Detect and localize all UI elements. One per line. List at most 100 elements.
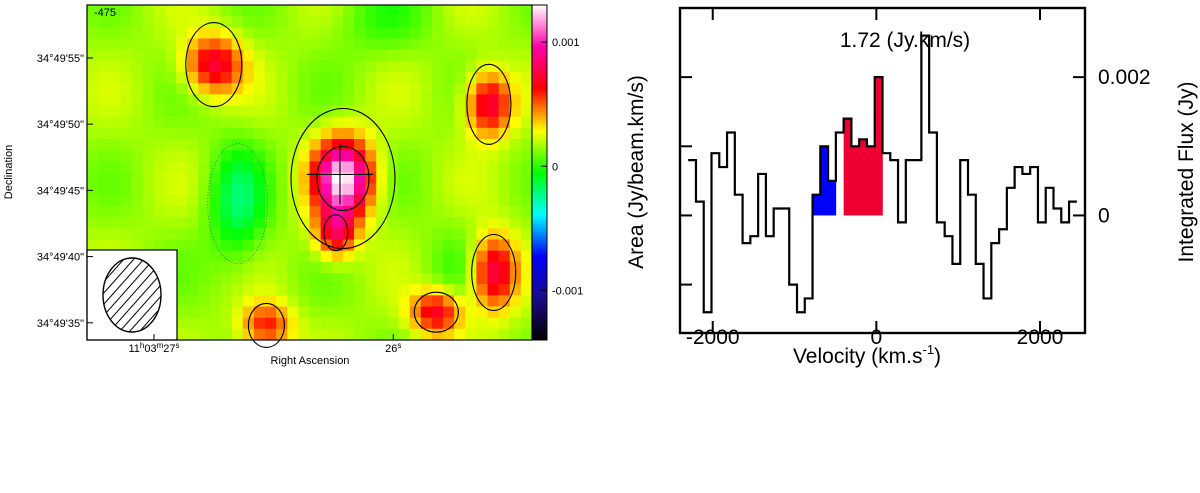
map-pixel bbox=[253, 194, 266, 207]
map-pixel bbox=[320, 284, 333, 296]
map-pixel bbox=[209, 139, 222, 151]
map-pixel bbox=[409, 72, 422, 84]
map-pixel bbox=[443, 239, 455, 252]
map-pixel bbox=[409, 273, 422, 285]
map-pixel bbox=[142, 172, 155, 185]
spectrum-fill-bar bbox=[866, 146, 876, 216]
map-pixel bbox=[409, 206, 422, 218]
map-pixel bbox=[109, 94, 121, 106]
map-pixel bbox=[253, 284, 266, 296]
map-pixel bbox=[387, 94, 400, 106]
map-pixel bbox=[509, 116, 522, 129]
map-pixel bbox=[287, 16, 299, 28]
map-pixel bbox=[498, 38, 511, 51]
map-pixel bbox=[320, 328, 333, 341]
contour-line bbox=[290, 107, 396, 250]
map-pixel bbox=[253, 161, 266, 173]
map-pixel bbox=[320, 317, 333, 330]
map-pixel bbox=[498, 5, 511, 17]
map-pixel bbox=[342, 139, 355, 151]
map-pixel bbox=[131, 16, 144, 28]
map-pixel bbox=[109, 217, 121, 229]
map-pixel bbox=[443, 228, 455, 240]
map-pixel bbox=[253, 172, 266, 185]
map-pixel bbox=[198, 295, 210, 307]
map-pixel bbox=[331, 273, 344, 285]
map-pixel bbox=[454, 38, 466, 51]
map-pixel bbox=[520, 273, 533, 285]
map-pixel bbox=[398, 116, 411, 129]
map-pixel bbox=[409, 105, 422, 118]
map-pixel bbox=[220, 284, 233, 296]
map-pixel bbox=[509, 94, 522, 106]
map-pixel bbox=[276, 105, 288, 118]
map-pixel bbox=[153, 94, 166, 106]
map-pixel bbox=[365, 83, 377, 95]
map-pixel bbox=[176, 38, 188, 51]
map-pixel bbox=[309, 239, 322, 252]
map-pixel bbox=[109, 194, 121, 207]
map-pixel bbox=[509, 72, 522, 84]
map-pixel bbox=[387, 273, 400, 285]
map-pixel bbox=[164, 172, 177, 185]
map-pixel bbox=[87, 172, 99, 185]
map-pixel bbox=[398, 105, 411, 118]
map-pixel bbox=[398, 250, 411, 263]
map-pixel bbox=[298, 194, 311, 207]
map-pixel bbox=[253, 317, 266, 330]
map-pixel bbox=[187, 172, 199, 185]
map-pixel bbox=[220, 49, 233, 62]
map-pixel bbox=[176, 328, 188, 341]
map-pixel bbox=[431, 139, 444, 151]
map-pixel bbox=[176, 150, 188, 162]
map-pixel bbox=[309, 27, 322, 39]
map-pixel bbox=[242, 139, 255, 151]
map-pixel bbox=[487, 16, 500, 28]
map-pixel bbox=[376, 94, 388, 106]
spectrum-step-line bbox=[688, 34, 1077, 314]
map-pixel bbox=[164, 228, 177, 240]
map-pixel bbox=[142, 38, 155, 51]
map-pixel bbox=[465, 239, 477, 252]
map-pixel bbox=[365, 5, 377, 17]
map-pixel bbox=[287, 284, 299, 296]
map-pixel bbox=[320, 127, 333, 140]
map-pixel bbox=[187, 27, 199, 39]
map-pixel bbox=[509, 5, 522, 17]
map-pixel bbox=[142, 60, 155, 73]
map-pixel bbox=[120, 150, 133, 162]
map-pixel bbox=[365, 16, 377, 28]
map-pixel bbox=[476, 105, 489, 118]
map-pixel bbox=[309, 161, 322, 173]
map-pixel bbox=[365, 317, 377, 330]
map-pixel bbox=[498, 60, 511, 73]
map-pixel bbox=[242, 150, 255, 162]
map-pixel bbox=[298, 295, 311, 307]
map-pixel bbox=[120, 49, 133, 62]
map-pixel bbox=[120, 5, 133, 17]
map-pixel bbox=[242, 328, 255, 341]
map-pixel bbox=[443, 150, 455, 162]
map-pixel bbox=[431, 284, 444, 296]
map-pixel bbox=[431, 60, 444, 73]
map-pixel bbox=[398, 228, 411, 240]
map-pixel bbox=[509, 206, 522, 218]
map-pixel bbox=[198, 183, 210, 196]
map-pixel bbox=[153, 206, 166, 218]
map-pixel bbox=[131, 183, 144, 196]
map-pixel bbox=[454, 150, 466, 162]
map-pixel bbox=[209, 150, 222, 162]
map-pixel bbox=[387, 183, 400, 196]
map-pixel bbox=[487, 150, 500, 162]
map-pixel bbox=[443, 328, 455, 341]
map-pixel bbox=[265, 328, 277, 341]
contour-line bbox=[185, 22, 243, 108]
map-pixel bbox=[520, 16, 533, 28]
map-pixel bbox=[342, 94, 355, 106]
map-pixel bbox=[487, 49, 500, 62]
map-pixel bbox=[265, 49, 277, 62]
colorbar-tick-label: 0 bbox=[552, 161, 558, 173]
map-pixel bbox=[443, 83, 455, 95]
map-pixel bbox=[131, 38, 144, 51]
map-pixel bbox=[109, 16, 121, 28]
